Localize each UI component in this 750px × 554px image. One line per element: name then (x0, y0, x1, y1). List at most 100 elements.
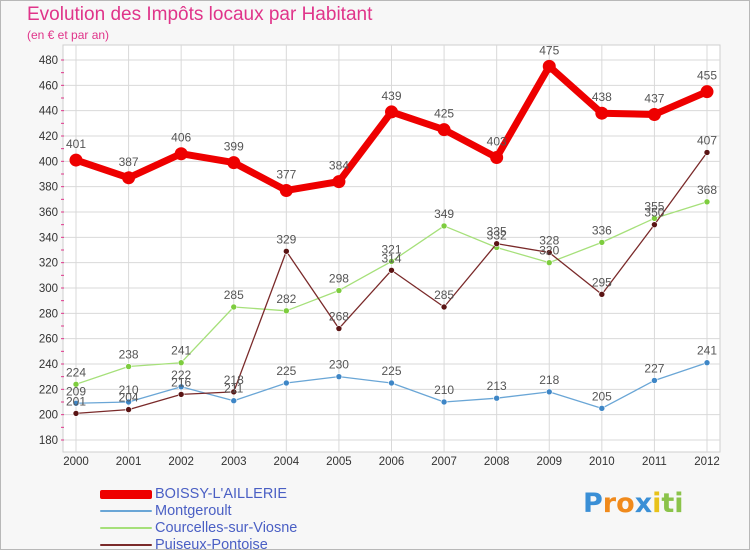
legend-swatch (100, 544, 152, 546)
data-point (177, 359, 185, 367)
data-point (72, 410, 80, 417)
data-label: 204 (119, 391, 139, 405)
chart-subtitle: (en € et par an) (27, 28, 110, 42)
data-label: 406 (171, 131, 191, 145)
y-tick-label: 220 (39, 384, 58, 396)
data-point (230, 397, 238, 405)
data-point (125, 398, 132, 406)
data-label: 475 (539, 43, 559, 57)
data-label: 355 (644, 199, 664, 213)
data-point (490, 151, 504, 165)
logo-letter: i (674, 488, 684, 519)
y-tick-label: 260 (39, 334, 58, 346)
data-label: 321 (381, 242, 401, 256)
data-point (545, 259, 553, 266)
data-label: 227 (644, 361, 664, 375)
y-tick-label: 340 (39, 232, 58, 244)
data-point (69, 153, 83, 167)
data-point (598, 291, 606, 298)
data-label: 407 (697, 133, 717, 147)
data-label: 225 (276, 364, 296, 378)
y-tick-label: 320 (39, 258, 58, 270)
data-label: 349 (434, 207, 454, 221)
data-point (595, 106, 609, 120)
legend-label: BOISSY-L'AILLERIE (155, 486, 287, 502)
data-label: 241 (171, 344, 191, 358)
data-label: 213 (487, 379, 507, 393)
data-point (174, 147, 188, 161)
data-point (388, 258, 395, 265)
data-label: 332 (487, 228, 507, 242)
data-label: 201 (66, 394, 86, 408)
data-point (437, 123, 451, 137)
data-label: 298 (329, 272, 349, 286)
logo-letter: i (652, 488, 662, 519)
x-tick-label: 2005 (326, 456, 352, 468)
data-point (703, 359, 711, 367)
data-label: 335 (487, 225, 507, 239)
x-tick-label: 2007 (431, 456, 457, 468)
data-label: 295 (592, 275, 612, 289)
y-tick-label: 480 (39, 55, 58, 67)
data-point (598, 239, 606, 246)
data-point (440, 398, 448, 406)
data-point (335, 287, 343, 294)
x-tick-label: 2012 (694, 456, 720, 468)
x-tick-label: 2010 (589, 456, 615, 468)
y-tick-label: 200 (39, 410, 58, 422)
y-tick-label: 180 (39, 435, 58, 447)
x-tick-label: 2002 (168, 456, 194, 468)
data-point (440, 222, 448, 230)
data-point (230, 388, 238, 396)
y-tick-label: 400 (39, 156, 58, 168)
y-tick-label: 440 (39, 106, 58, 118)
data-point (703, 149, 711, 156)
data-label: 377 (276, 167, 296, 181)
data-label: 268 (329, 310, 349, 324)
x-tick-label: 2008 (484, 456, 510, 468)
logo-letter: t (661, 488, 675, 519)
legend-label: Courcelles-sur-Viosne (155, 520, 298, 536)
data-label: 210 (434, 383, 454, 397)
data-point (177, 383, 185, 391)
data-point (545, 249, 553, 256)
data-label: 403 (487, 135, 507, 149)
data-label: 224 (66, 365, 86, 379)
y-tick-label: 240 (39, 359, 58, 371)
x-tick-label: 2003 (221, 456, 247, 468)
data-point (388, 266, 395, 274)
data-point (542, 59, 556, 73)
data-point (647, 107, 661, 121)
x-tick-label: 2011 (642, 456, 667, 468)
data-label: 218 (224, 373, 244, 387)
data-label: 336 (592, 223, 612, 237)
data-point (125, 406, 132, 413)
data-point (230, 303, 238, 311)
data-label: 216 (171, 375, 191, 389)
logo-letter: x (634, 488, 653, 519)
data-label: 285 (434, 288, 454, 302)
data-point (283, 307, 290, 315)
y-tick-label: 460 (39, 80, 58, 92)
data-label: 320 (539, 244, 559, 258)
logo-letter: r (602, 488, 617, 519)
x-tick-label: 2006 (379, 456, 405, 468)
data-point (332, 175, 346, 189)
data-point (385, 105, 398, 119)
data-label: 230 (329, 358, 349, 372)
y-tick-label: 360 (39, 207, 58, 219)
data-label: 384 (329, 159, 349, 173)
data-label: 218 (539, 373, 559, 387)
data-point (125, 363, 132, 370)
chart-title: Evolution des Impôts locaux par Habitant (27, 4, 373, 25)
x-tick-label: 2000 (63, 456, 89, 468)
data-label: 205 (592, 389, 612, 403)
legend-swatch (100, 489, 152, 499)
x-tick-label: 2009 (536, 456, 562, 468)
y-tick-label: 420 (39, 131, 58, 143)
data-label: 455 (697, 69, 717, 83)
data-point (700, 85, 714, 99)
logo-letter: o (616, 488, 635, 519)
data-label: 210 (119, 383, 139, 397)
data-label: 439 (381, 89, 401, 103)
